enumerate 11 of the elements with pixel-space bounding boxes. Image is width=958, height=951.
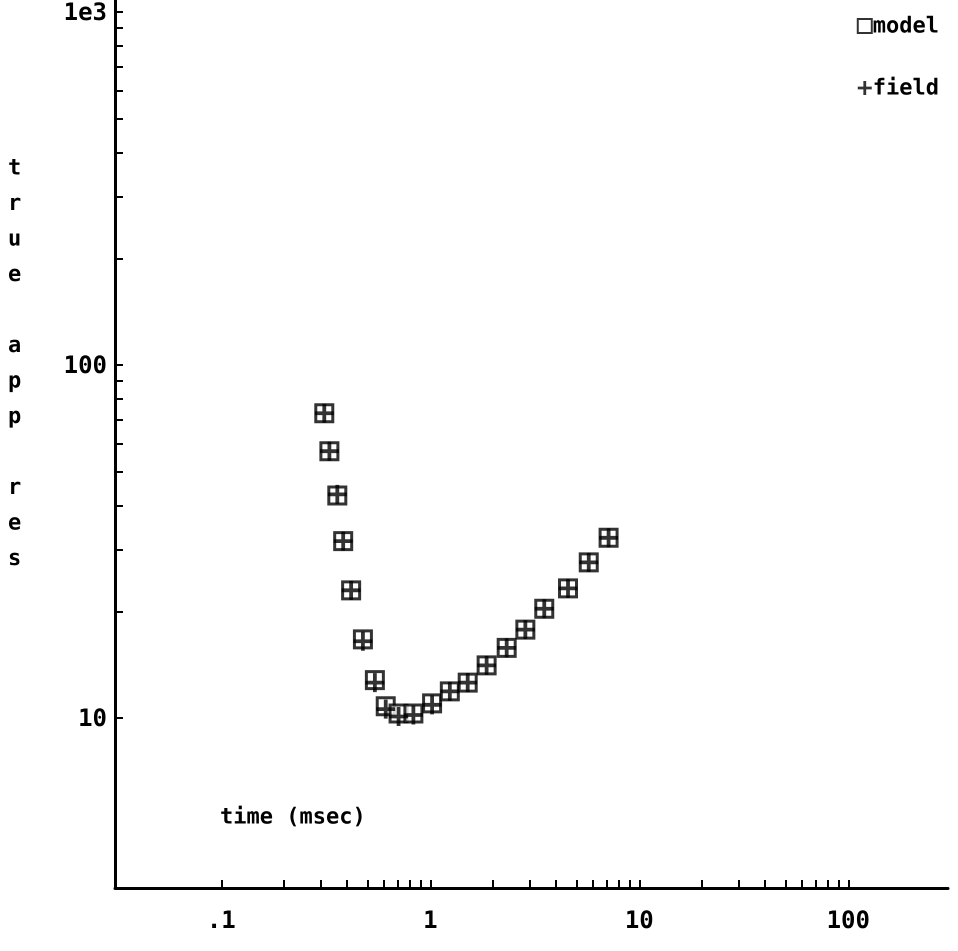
y-tick-label: 100	[64, 351, 107, 380]
x-axis-title: time (msec)	[220, 804, 366, 830]
y-tick-label: 10	[78, 704, 107, 732]
x-tick-label: .1	[206, 906, 236, 934]
y-tick-label: 1e3	[64, 0, 107, 26]
x-tick-label: 100	[826, 906, 870, 934]
legend-label: model	[872, 14, 940, 38]
x-tick-label: 10	[624, 906, 654, 934]
legend-label: field	[872, 76, 940, 100]
text: true app res	[8, 155, 22, 571]
x-tick-label: 1	[423, 906, 438, 934]
